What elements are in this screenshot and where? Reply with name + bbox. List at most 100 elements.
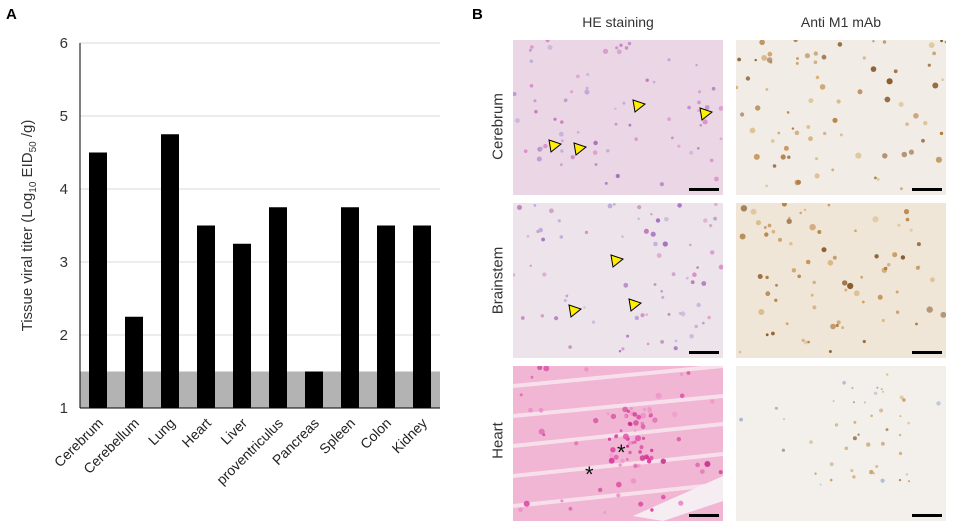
cell-speck [633, 440, 637, 444]
cell-speck [855, 152, 862, 159]
cell-speck [814, 173, 820, 179]
cell-speck [655, 218, 661, 223]
cell-speck [649, 413, 653, 418]
cell-speck [885, 428, 889, 432]
cell-speck [772, 164, 777, 168]
cell-speck [718, 264, 723, 270]
cell-speck [533, 204, 537, 207]
cell-speck [853, 401, 855, 404]
cell-speck [880, 388, 883, 391]
cell-speck [674, 339, 678, 343]
column-header-anti-m1-mab: Anti M1 mAb [800, 14, 882, 30]
cell-speck [520, 316, 525, 320]
cell-speck [554, 316, 559, 321]
cell-speck [780, 154, 786, 160]
cell-speck [526, 234, 530, 238]
cell-speck [774, 406, 778, 410]
cell-speck [671, 136, 674, 140]
cell-speck [530, 375, 534, 379]
cell-speck [852, 436, 857, 441]
x-tick-label: Heart [179, 415, 215, 451]
cell-speck [827, 260, 834, 266]
cell-speck [593, 417, 599, 424]
cell-speck [905, 473, 909, 476]
cell-speck [834, 423, 839, 427]
cell-speck [513, 92, 517, 96]
cell-speck [749, 127, 756, 134]
cell-speck [875, 465, 879, 468]
micrograph-cerebrum-he [513, 40, 723, 195]
cell-speck [621, 235, 624, 238]
scale-bar [912, 188, 942, 191]
cell-speck [794, 130, 800, 136]
cell-speck [853, 290, 860, 297]
ihc-cerebrum-image [736, 40, 946, 195]
cell-speck [689, 150, 694, 155]
cell-speck [624, 414, 627, 418]
cell-speck [785, 322, 789, 326]
bar-proventriculus [269, 207, 287, 408]
cell-speck [563, 299, 567, 302]
cell-speck [664, 217, 669, 222]
cell-speck [803, 340, 808, 345]
bar-lung [161, 134, 179, 408]
cell-speck [679, 393, 685, 399]
cell-speck [667, 58, 671, 62]
cell-speck [908, 149, 914, 155]
cell-speck [898, 451, 903, 456]
cell-speck [829, 478, 833, 482]
cell-speck [739, 233, 746, 240]
cell-speck [672, 411, 678, 418]
cell-speck [598, 487, 603, 493]
cell-speck [941, 78, 944, 81]
cell-speck [755, 220, 762, 226]
cell-speck [553, 117, 557, 121]
cell-speck [679, 372, 684, 377]
cell-speck [787, 155, 791, 159]
cell-speck [570, 90, 574, 94]
cell-speck [753, 153, 760, 160]
cell-speck [646, 342, 650, 346]
cell-speck [819, 483, 822, 486]
cell-speck [576, 74, 580, 79]
cell-speck [814, 472, 817, 475]
cell-speck [704, 105, 710, 110]
cell-speck [844, 288, 848, 292]
cell-speck [808, 136, 813, 142]
cell-speck [879, 408, 884, 413]
cell-speck [907, 480, 911, 483]
cell-speck [916, 242, 921, 247]
cell-speck [857, 89, 863, 95]
cell-speck [626, 334, 630, 338]
cell-speck [687, 105, 691, 110]
cell-speck [632, 412, 638, 417]
cell-speck [667, 312, 671, 316]
cell-speck [689, 243, 692, 247]
cell-speck [805, 259, 811, 265]
cell-speck [709, 224, 713, 228]
cell-speck [542, 272, 547, 277]
cell-speck [832, 255, 837, 260]
cell-speck [767, 223, 772, 228]
bar-cerebrum [89, 152, 107, 408]
cell-speck [633, 420, 639, 426]
cell-speck [623, 282, 629, 288]
y-tick-label: 4 [60, 181, 68, 198]
cell-speck [637, 205, 642, 210]
y-axis-title: Tissue viral titer (Log10 EID50 /g) [19, 120, 39, 332]
cell-speck [622, 101, 626, 105]
cell-speck [852, 475, 856, 479]
cell-speck [637, 217, 640, 221]
cell-speck [545, 40, 550, 43]
cell-speck [757, 274, 763, 279]
y-axis-title-part: /g) [19, 120, 36, 142]
cell-speck [613, 454, 619, 460]
cell-speck [713, 216, 717, 221]
cell-speck [793, 40, 798, 43]
cell-speck [830, 323, 836, 330]
cell-speck [543, 143, 548, 149]
cell-speck [714, 203, 718, 206]
cell-speck [650, 231, 656, 237]
cell-speck [936, 401, 941, 406]
cell-speck [783, 145, 789, 151]
